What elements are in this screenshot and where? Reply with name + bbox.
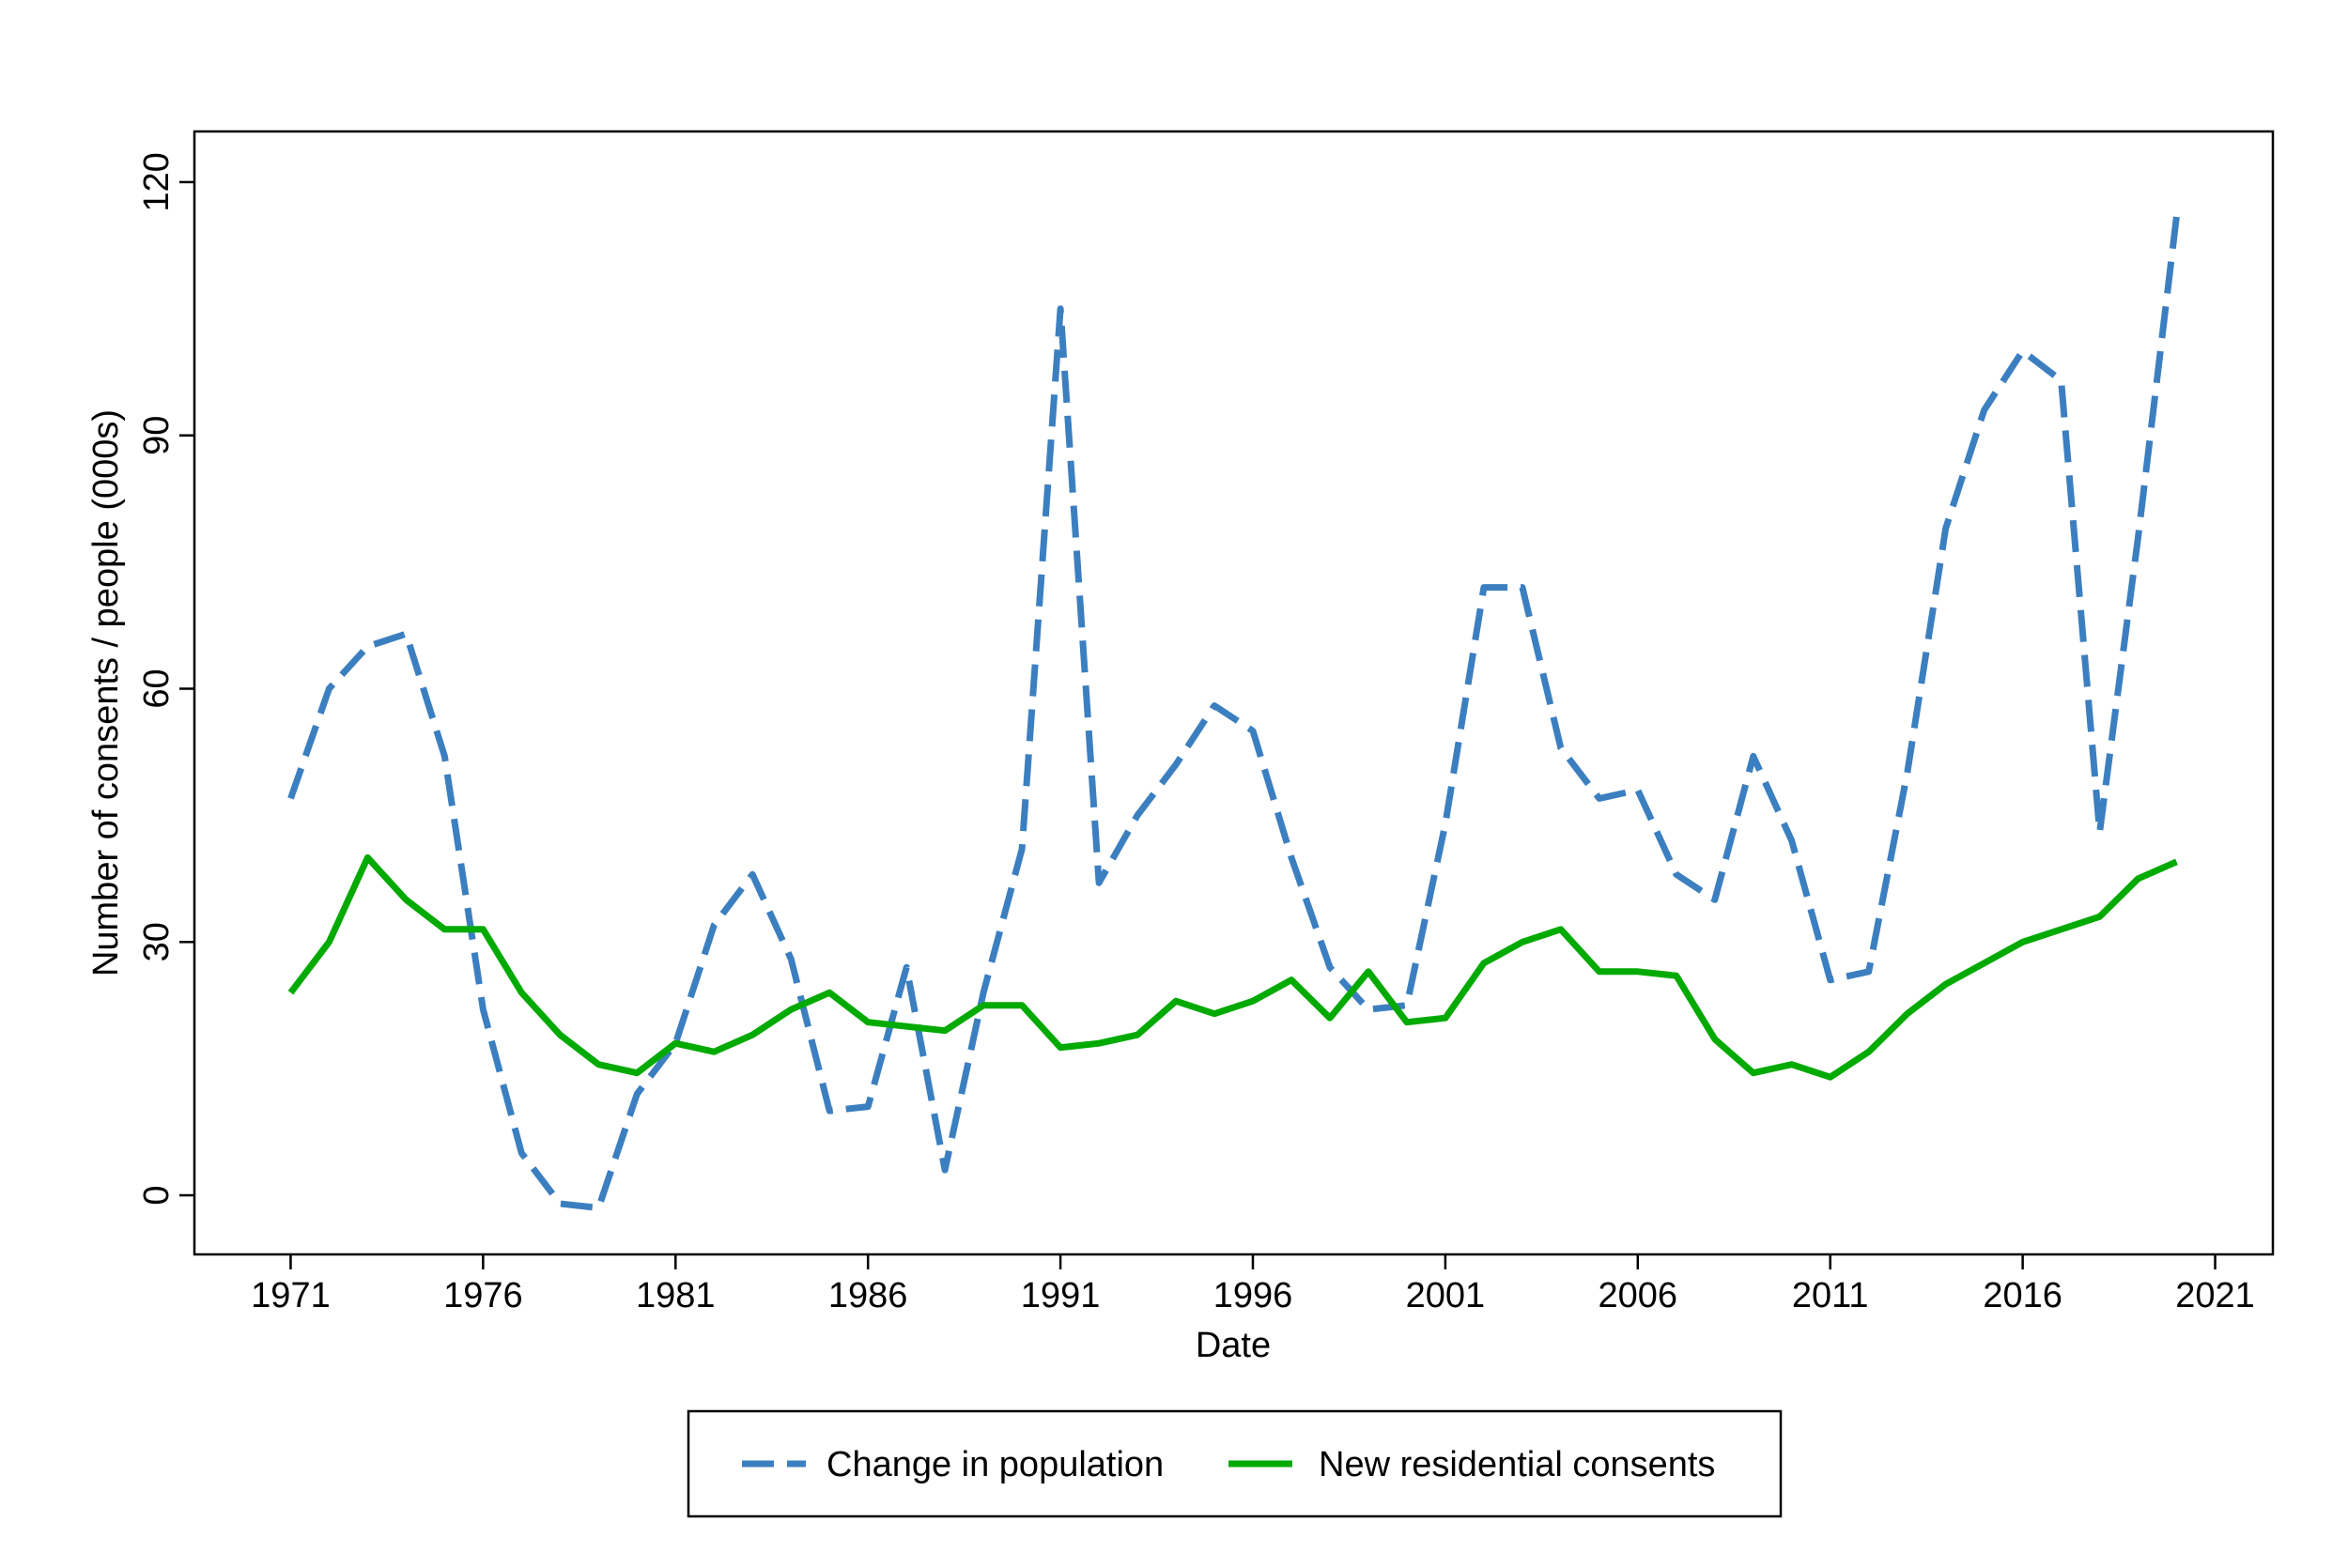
legend-label-change-in-population: Change in population	[826, 1445, 1164, 1484]
y-axis-title: Number of consents / people (000s)	[86, 409, 126, 976]
x-tick-label: 2001	[1406, 1276, 1486, 1315]
y-tick-label: 90	[137, 416, 177, 455]
series-line-new-residential-consents	[287, 853, 2178, 1081]
y-tick-label: 30	[137, 922, 177, 961]
x-tick-label: 1971	[251, 1276, 331, 1315]
series-layer	[287, 215, 2180, 1211]
x-tick-label: 2021	[2175, 1276, 2255, 1315]
y-axis: 0 30 60 90 120	[137, 152, 194, 1206]
x-tick-label: 1991	[1021, 1276, 1101, 1315]
x-tick-label: 1996	[1213, 1276, 1293, 1315]
x-axis: 1971 1976 1981 1986 1991 1996 2001 2006 2011 2016…	[251, 1254, 2255, 1315]
x-tick-label: 2016	[1983, 1276, 2062, 1315]
x-tick-label: 1981	[636, 1276, 716, 1315]
plot-area	[193, 130, 2275, 1256]
y-tick-label: 120	[137, 152, 177, 211]
legend: Change in population New residential con…	[687, 1409, 1783, 1518]
x-axis-title: Date	[1196, 1326, 1271, 1365]
x-tick-label: 2011	[1792, 1276, 1869, 1315]
x-tick-label: 2006	[1599, 1276, 1678, 1315]
y-tick-label: 0	[137, 1185, 177, 1205]
x-tick-label: 1976	[443, 1276, 523, 1315]
y-tick-label: 60	[137, 669, 177, 708]
legend-label-new-residential-consents: New residential consents	[1319, 1445, 1715, 1484]
series-line-change-in-population	[287, 215, 2180, 1211]
x-tick-label: 1986	[828, 1276, 908, 1315]
